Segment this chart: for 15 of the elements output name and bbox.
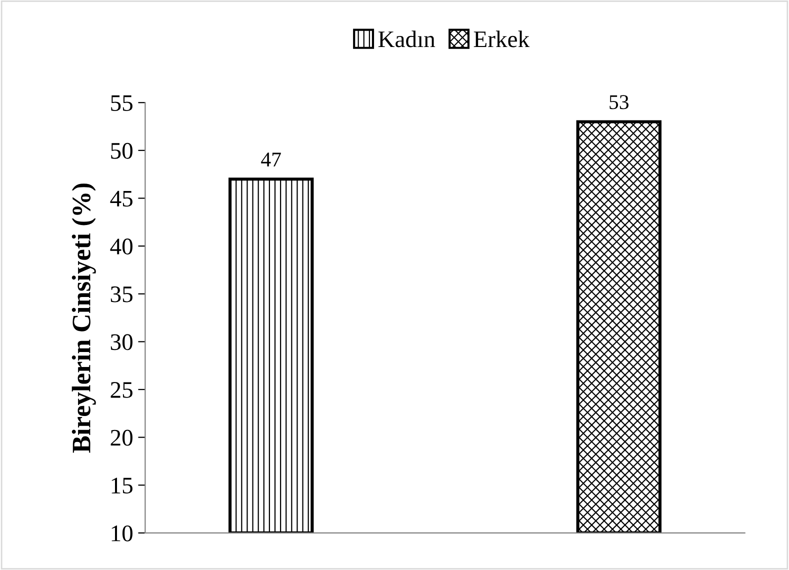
y-tick-label: 20 bbox=[110, 430, 132, 446]
y-tick-label: 15 bbox=[112, 478, 132, 494]
y-axis-title: Bireylerin Cinsiyeti (%) bbox=[72, 184, 96, 453]
y-tick-label: 35 bbox=[110, 286, 132, 302]
y-tick-label: 50 bbox=[111, 142, 132, 159]
legend-label: Kadın bbox=[378, 30, 436, 48]
data-label: 53 bbox=[610, 95, 628, 110]
y-tick-label: 55 bbox=[111, 95, 132, 112]
data-label: 47 bbox=[261, 152, 281, 166]
y-tick-label: 45 bbox=[110, 190, 132, 207]
y-tick-label: 40 bbox=[110, 238, 132, 254]
y-tick-label: 30 bbox=[110, 334, 132, 350]
y-tick-label: 10 bbox=[112, 525, 132, 542]
y-tick-label: 25 bbox=[110, 382, 132, 398]
legend-label: Erkek bbox=[474, 30, 530, 48]
